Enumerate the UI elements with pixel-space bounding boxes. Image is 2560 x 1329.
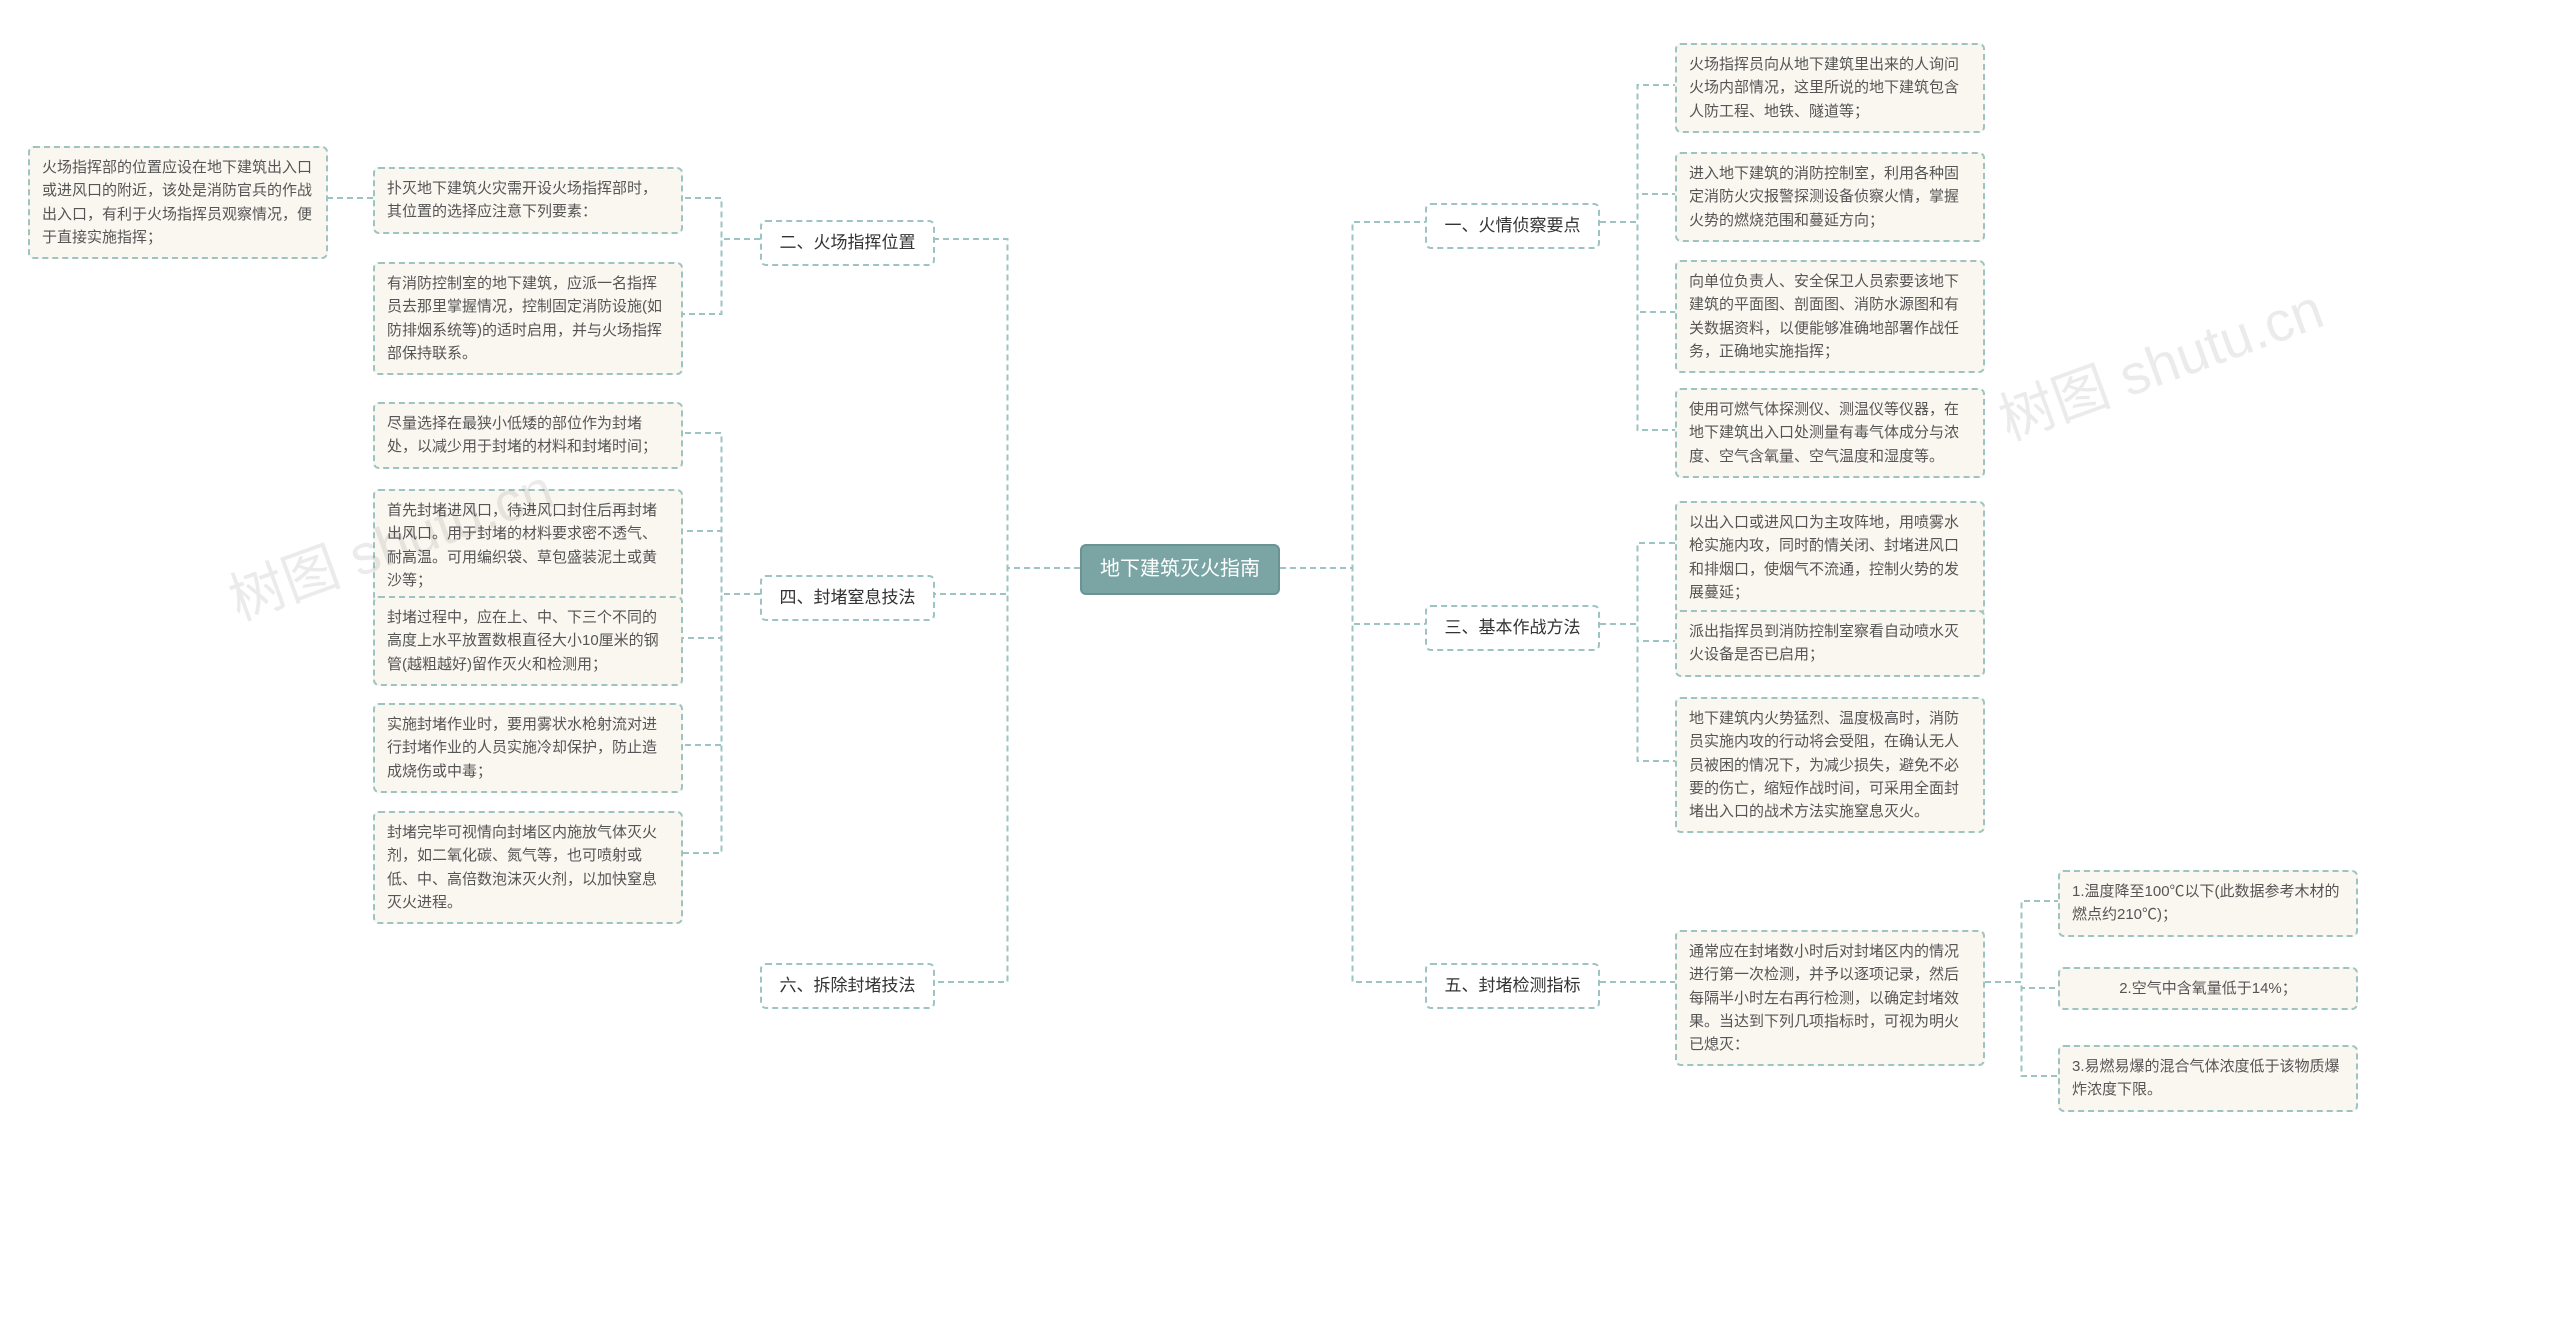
left-sub-0-0-0: 火场指挥部的位置应设在地下建筑出入口或进风口的附近，该处是消防官兵的作战出入口，… — [28, 146, 328, 259]
right-leaf-0-3-label: 使用可燃气体探测仪、测温仪等仪器，在地下建筑出入口处测量有毒气体成分与浓度、空气… — [1689, 398, 1971, 468]
left-leaf-0-1: 有消防控制室的地下建筑，应派一名指挥员去那里掌握情况，控制固定消防设施(如防排烟… — [373, 262, 683, 375]
right-bsub-2-0-2-label: 3.易燃易爆的混合气体浓度低于该物质爆炸浓度下限。 — [2072, 1055, 2344, 1102]
right-leaf-0-2-label: 向单位负责人、安全保卫人员索要该地下建筑的平面图、剖面图、消防水源图和有关数据资… — [1689, 270, 1971, 363]
right-bleaf-2-0-label: 通常应在封堵数小时后对封堵区内的情况进行第一次检测，并予以逐项记录，然后每隔半小… — [1689, 940, 1971, 1056]
left-leaf-1-0: 尽量选择在最狭小低矮的部位作为封堵处，以减少用于封堵的材料和封堵时间； — [373, 402, 683, 469]
left-branch-2-label: 六、拆除封堵技法 — [780, 973, 916, 999]
left-leaf-1-4: 封堵完毕可视情向封堵区内施放气体灭火剂，如二氧化碳、氮气等，也可喷射或低、中、高… — [373, 811, 683, 924]
right-leaf-1-2: 地下建筑内火势猛烈、温度极高时，消防员实施内攻的行动将会受阻，在确认无人员被困的… — [1675, 697, 1985, 833]
right-branch-0: 一、火情侦察要点 — [1425, 203, 1600, 249]
right-leaf-0-0-label: 火场指挥员向从地下建筑里出来的人询问火场内部情况，这里所说的地下建筑包含人防工程… — [1689, 53, 1971, 123]
center-node-label: 地下建筑灭火指南 — [1100, 554, 1260, 585]
left-leaf-1-2-label: 封堵过程中，应在上、中、下三个不同的高度上水平放置数根直径大小10厘米的钢管(越… — [387, 606, 669, 676]
right-bsub-2-0-0-label: 1.温度降至100℃以下(此数据参考木材的燃点约210℃)； — [2072, 880, 2344, 927]
right-leaf-1-0: 以出入口或进风口为主攻阵地，用喷雾水枪实施内攻，同时酌情关闭、封堵进风口和排烟口… — [1675, 501, 1985, 614]
left-branch-0: 二、火场指挥位置 — [760, 220, 935, 266]
right-bsub-2-0-1: 2.空气中含氧量低于14%； — [2058, 967, 2358, 1010]
left-sub-0-0-0-label: 火场指挥部的位置应设在地下建筑出入口或进风口的附近，该处是消防官兵的作战出入口，… — [42, 156, 314, 249]
left-branch-2: 六、拆除封堵技法 — [760, 963, 935, 1009]
left-leaf-0-0: 扑灭地下建筑火灾需开设火场指挥部时，其位置的选择应注意下列要素： — [373, 167, 683, 234]
left-leaf-1-3: 实施封堵作业时，要用雾状水枪射流对进行封堵作业的人员实施冷却保护，防止造成烧伤或… — [373, 703, 683, 793]
right-branch-2: 五、封堵检测指标 — [1425, 963, 1600, 1009]
watermark-1: 树图 shutu.cn — [1986, 264, 2333, 456]
right-leaf-1-1: 派出指挥员到消防控制室察看自动喷水灭火设备是否已启用； — [1675, 610, 1985, 677]
right-leaf-0-1: 进入地下建筑的消防控制室，利用各种固定消防火灾报警探测设备侦察火情，掌握火势的燃… — [1675, 152, 1985, 242]
right-branch-2-label: 五、封堵检测指标 — [1445, 973, 1581, 999]
left-branch-1-label: 四、封堵窒息技法 — [780, 585, 916, 611]
right-leaf-1-0-label: 以出入口或进风口为主攻阵地，用喷雾水枪实施内攻，同时酌情关闭、封堵进风口和排烟口… — [1689, 511, 1971, 604]
left-branch-0-label: 二、火场指挥位置 — [780, 230, 916, 256]
mindmap-canvas: 地下建筑灭火指南 一、火情侦察要点 火场指挥员向从地下建筑里出来的人询问火场内部情况… — [0, 0, 2560, 1329]
left-branch-1: 四、封堵窒息技法 — [760, 575, 935, 621]
right-branch-1: 三、基本作战方法 — [1425, 605, 1600, 651]
right-bsub-2-0-0: 1.温度降至100℃以下(此数据参考木材的燃点约210℃)； — [2058, 870, 2358, 937]
left-leaf-1-1-label: 首先封堵进风口，待进风口封住后再封堵出风口。用于封堵的材料要求密不透气、耐高温。… — [387, 499, 669, 592]
right-bsub-2-0-2: 3.易燃易爆的混合气体浓度低于该物质爆炸浓度下限。 — [2058, 1045, 2358, 1112]
left-leaf-1-2: 封堵过程中，应在上、中、下三个不同的高度上水平放置数根直径大小10厘米的钢管(越… — [373, 596, 683, 686]
right-branch-0-label: 一、火情侦察要点 — [1445, 213, 1581, 239]
left-leaf-1-0-label: 尽量选择在最狭小低矮的部位作为封堵处，以减少用于封堵的材料和封堵时间； — [387, 412, 669, 459]
left-leaf-1-3-label: 实施封堵作业时，要用雾状水枪射流对进行封堵作业的人员实施冷却保护，防止造成烧伤或… — [387, 713, 669, 783]
center-node: 地下建筑灭火指南 — [1080, 544, 1280, 595]
right-bsub-2-0-1-label: 2.空气中含氧量低于14%； — [2119, 977, 2297, 1000]
right-bleaf-2-0: 通常应在封堵数小时后对封堵区内的情况进行第一次检测，并予以逐项记录，然后每隔半小… — [1675, 930, 1985, 1066]
right-branch-1-label: 三、基本作战方法 — [1445, 615, 1581, 641]
left-leaf-1-1: 首先封堵进风口，待进风口封住后再封堵出风口。用于封堵的材料要求密不透气、耐高温。… — [373, 489, 683, 602]
left-leaf-0-0-label: 扑灭地下建筑火灾需开设火场指挥部时，其位置的选择应注意下列要素： — [387, 177, 669, 224]
right-leaf-0-0: 火场指挥员向从地下建筑里出来的人询问火场内部情况，这里所说的地下建筑包含人防工程… — [1675, 43, 1985, 133]
right-leaf-0-3: 使用可燃气体探测仪、测温仪等仪器，在地下建筑出入口处测量有毒气体成分与浓度、空气… — [1675, 388, 1985, 478]
right-leaf-0-1-label: 进入地下建筑的消防控制室，利用各种固定消防火灾报警探测设备侦察火情，掌握火势的燃… — [1689, 162, 1971, 232]
left-leaf-1-4-label: 封堵完毕可视情向封堵区内施放气体灭火剂，如二氧化碳、氮气等，也可喷射或低、中、高… — [387, 821, 669, 914]
right-leaf-0-2: 向单位负责人、安全保卫人员索要该地下建筑的平面图、剖面图、消防水源图和有关数据资… — [1675, 260, 1985, 373]
right-leaf-1-1-label: 派出指挥员到消防控制室察看自动喷水灭火设备是否已启用； — [1689, 620, 1971, 667]
left-leaf-0-1-label: 有消防控制室的地下建筑，应派一名指挥员去那里掌握情况，控制固定消防设施(如防排烟… — [387, 272, 669, 365]
right-leaf-1-2-label: 地下建筑内火势猛烈、温度极高时，消防员实施内攻的行动将会受阻，在确认无人员被困的… — [1689, 707, 1971, 823]
